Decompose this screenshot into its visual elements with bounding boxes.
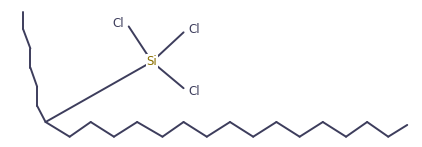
Text: Cl: Cl xyxy=(188,85,200,98)
Text: Si: Si xyxy=(146,55,157,68)
Text: Cl: Cl xyxy=(188,23,200,36)
Text: Cl: Cl xyxy=(112,17,124,30)
